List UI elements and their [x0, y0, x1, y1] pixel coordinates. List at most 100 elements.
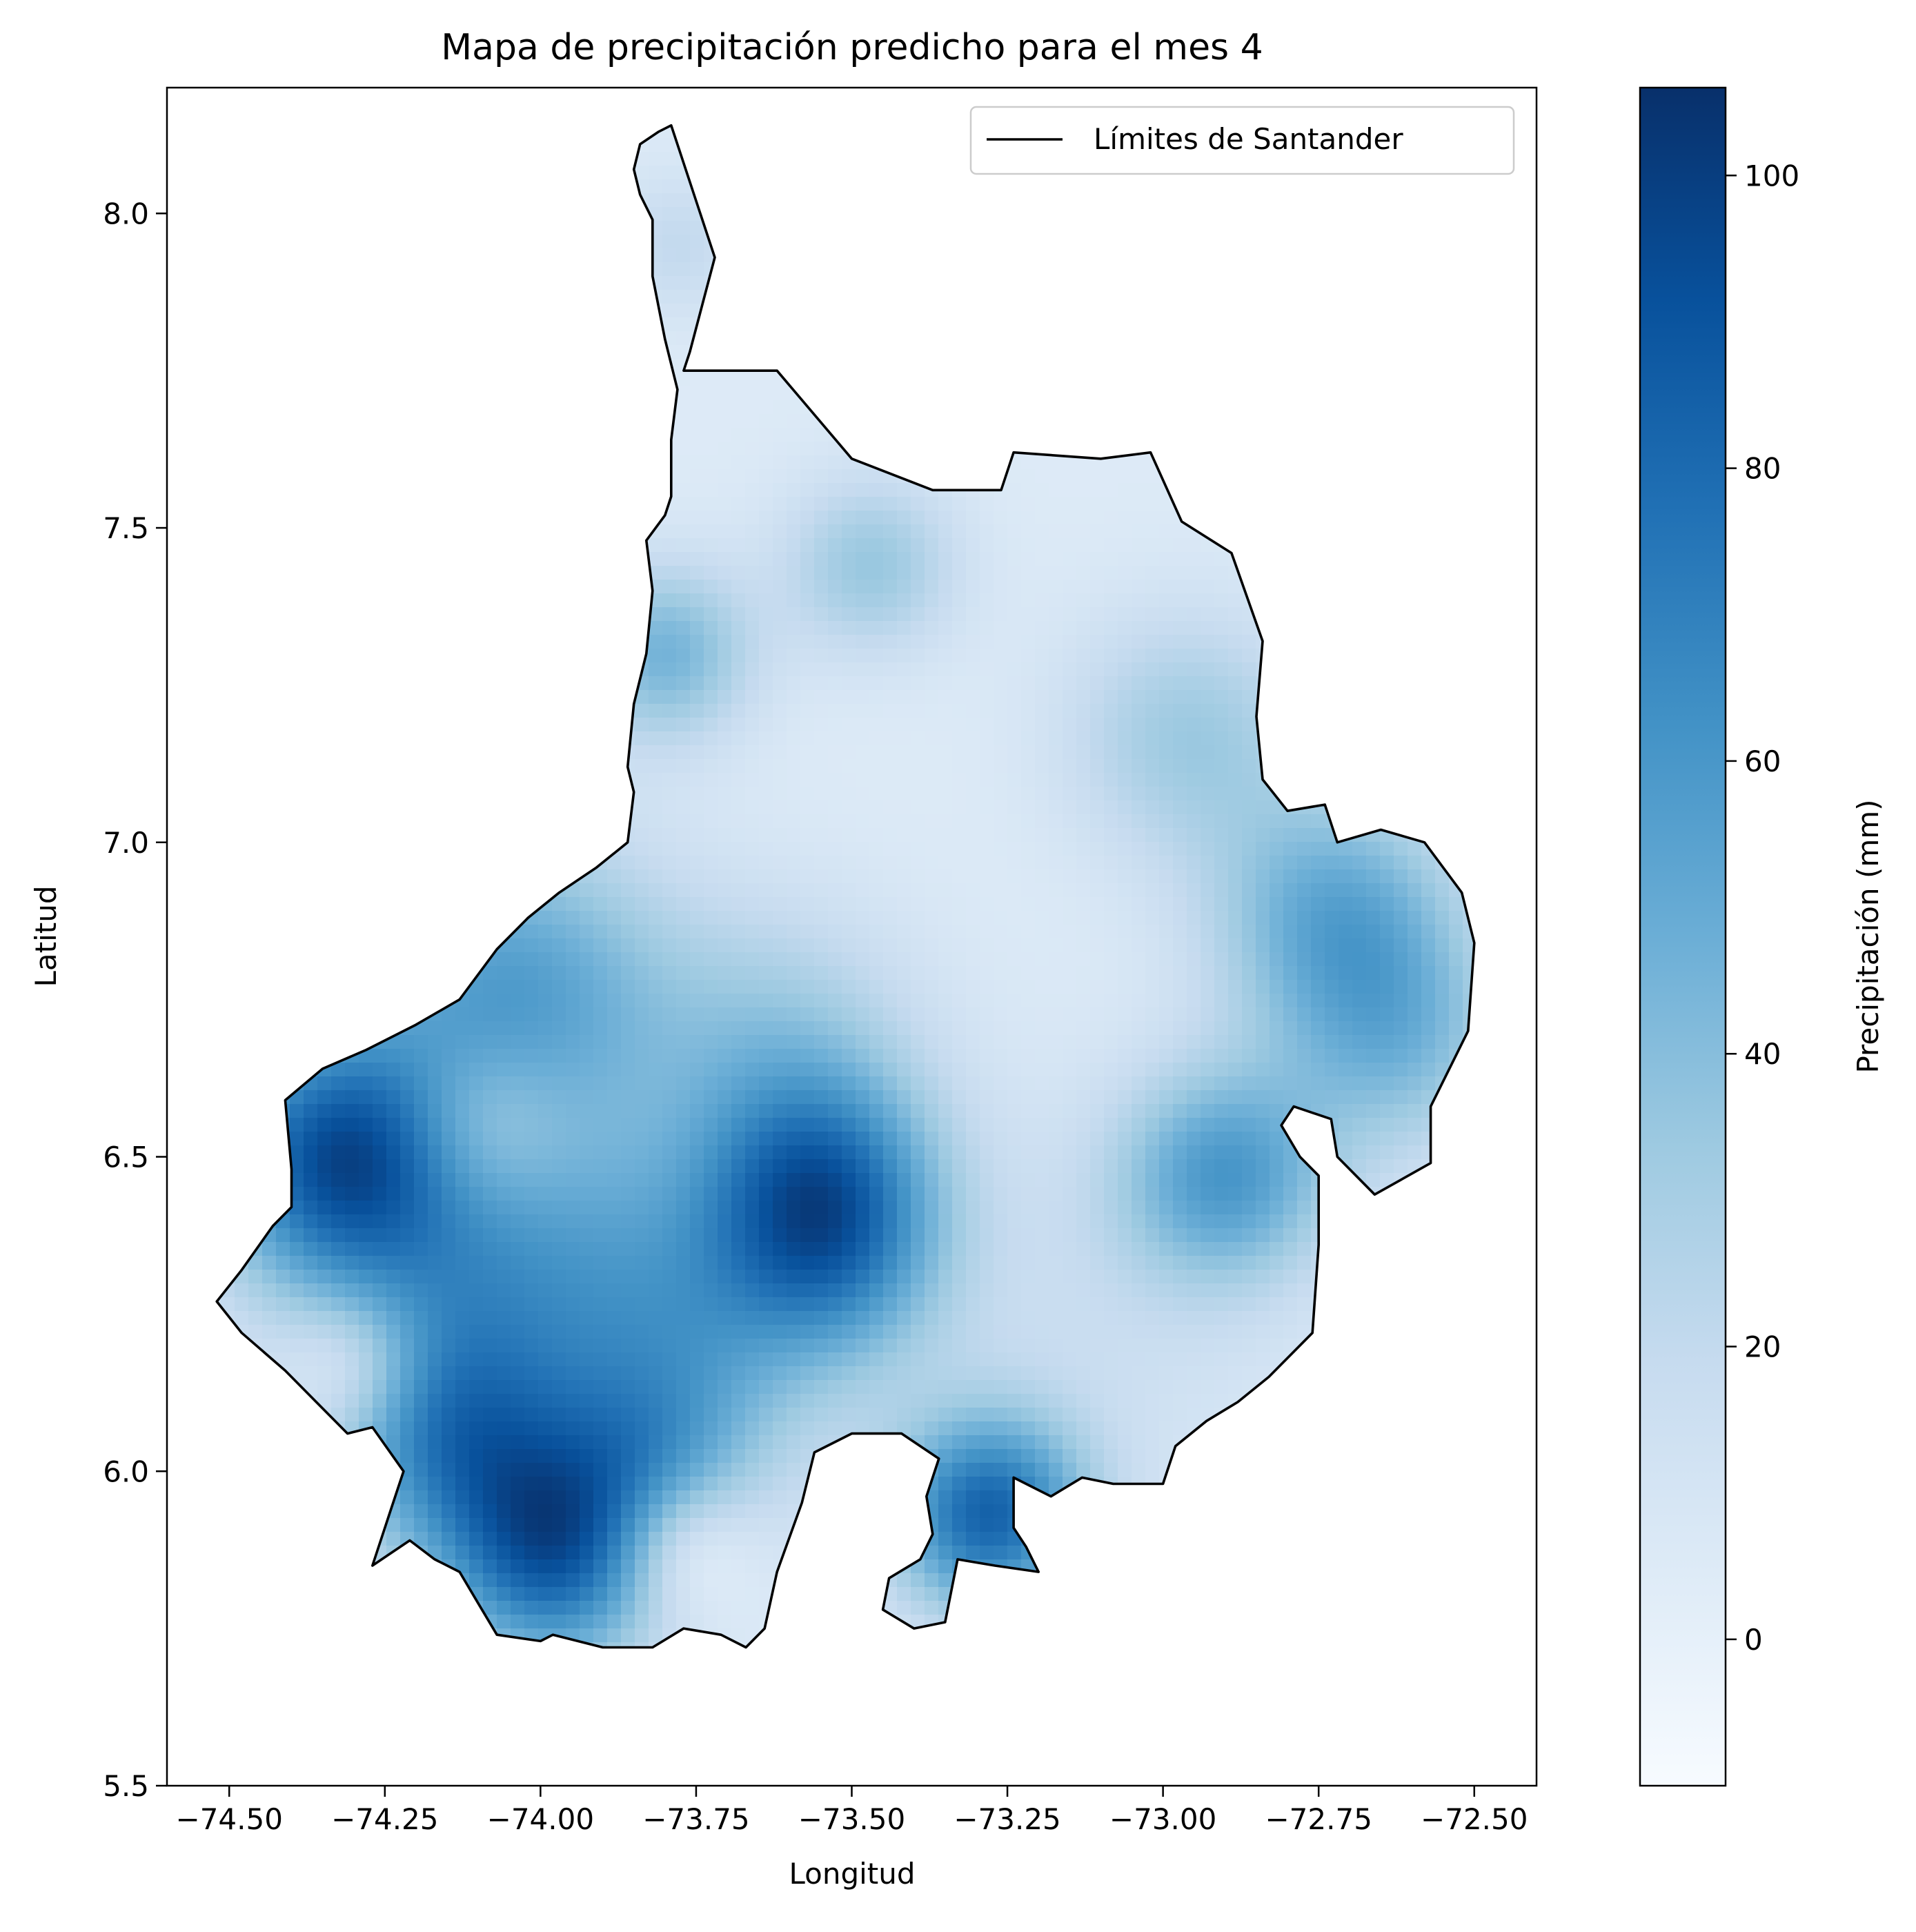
heatmap-cell [1297, 373, 1312, 387]
heatmap-cell [1463, 331, 1474, 346]
heatmap-cell [731, 235, 746, 249]
heatmap-cell [345, 414, 359, 428]
heatmap-cell [290, 359, 304, 373]
heatmap-cell [1021, 731, 1036, 746]
heatmap-cell [938, 455, 953, 470]
heatmap-cell [217, 455, 221, 470]
heatmap-cell [1256, 428, 1270, 442]
heatmap-cell [1435, 676, 1450, 691]
heatmap-cell [248, 428, 263, 442]
heatmap-cell [1352, 317, 1367, 332]
heatmap-cell [1339, 262, 1353, 277]
heatmap-cell [1201, 511, 1215, 525]
heatmap-cell [745, 304, 760, 318]
heatmap-cell [566, 290, 580, 304]
heatmap-cell [649, 469, 663, 484]
heatmap-cell [1173, 580, 1187, 594]
heatmap-cell [856, 731, 870, 746]
heatmap-cell [1339, 538, 1353, 553]
heatmap-cell [1201, 731, 1215, 746]
heatmap-cell [524, 179, 539, 194]
heatmap-cell [759, 856, 773, 870]
heatmap-cell [414, 662, 428, 677]
heatmap-cell [345, 455, 359, 470]
heatmap-cell [690, 662, 704, 677]
heatmap-cell [1132, 842, 1146, 856]
heatmap-cell [483, 828, 497, 842]
heatmap-cell [1242, 386, 1256, 401]
heatmap-cell [1132, 455, 1146, 470]
heatmap-cell [994, 773, 1008, 787]
heatmap-cell [814, 718, 829, 732]
heatmap-cell [566, 152, 580, 166]
heatmap-cell [248, 800, 263, 815]
heatmap-cell [373, 718, 387, 732]
heatmap-cell [1201, 386, 1215, 401]
heatmap-cell [1104, 290, 1118, 304]
heatmap-cell [1214, 787, 1229, 801]
heatmap-cell [607, 828, 622, 842]
heatmap-cell [593, 718, 608, 732]
heatmap-cell [386, 869, 401, 884]
heatmap-cell [455, 828, 470, 842]
heatmap-cell [1283, 235, 1298, 249]
heatmap-cell [359, 828, 373, 842]
heatmap-cell [469, 166, 484, 180]
heatmap-cell [897, 455, 911, 470]
heatmap-cell [1104, 386, 1118, 401]
heatmap-cell [856, 566, 870, 580]
heatmap-cell [248, 152, 263, 166]
heatmap-cell [469, 524, 484, 539]
heatmap-cell [262, 593, 277, 608]
heatmap-cell [1187, 814, 1201, 829]
heatmap-cell [1145, 179, 1160, 194]
heatmap-cell [1311, 193, 1325, 208]
heatmap-cell [511, 359, 525, 373]
heatmap-cell [1118, 566, 1132, 580]
heatmap-cell [1449, 455, 1463, 470]
heatmap-cell [869, 386, 884, 401]
heatmap-cell [800, 235, 815, 249]
heatmap-cell [221, 593, 235, 608]
heatmap-cell [856, 235, 870, 249]
heatmap-cell [1421, 304, 1436, 318]
heatmap-cell [538, 483, 553, 497]
heatmap-cell [304, 207, 318, 221]
heatmap-cell [731, 497, 746, 511]
heatmap-cell [1021, 787, 1036, 801]
heatmap-cell [635, 483, 649, 497]
heatmap-cell [524, 442, 539, 456]
heatmap-cell [1132, 718, 1146, 732]
heatmap-cell [580, 787, 594, 801]
heatmap-cell [856, 221, 870, 235]
heatmap-cell [345, 607, 359, 622]
heatmap-cell [455, 262, 470, 277]
heatmap-cell [593, 442, 608, 456]
heatmap-cell [897, 386, 911, 401]
heatmap-cell [1104, 483, 1118, 497]
heatmap-cell [1463, 731, 1474, 746]
heatmap-cell [662, 621, 677, 635]
heatmap-cell [497, 262, 511, 277]
heatmap-cell [1173, 635, 1187, 649]
heatmap-cell [552, 524, 566, 539]
heatmap-cell [345, 400, 359, 415]
heatmap-cell [814, 704, 829, 718]
heatmap-cell [290, 607, 304, 622]
heatmap-cell [800, 345, 815, 359]
heatmap-cell [1035, 248, 1049, 263]
heatmap-cell [469, 869, 484, 884]
heatmap-cell [1366, 331, 1381, 346]
heatmap-cell [718, 621, 732, 635]
heatmap-cell [469, 745, 484, 760]
heatmap-cell [1201, 814, 1215, 829]
heatmap-cell [690, 759, 704, 773]
heatmap-cell [1421, 497, 1436, 511]
heatmap-cell [1090, 304, 1105, 318]
heatmap-cell [566, 621, 580, 635]
heatmap-cell [635, 787, 649, 801]
heatmap-cell [718, 290, 732, 304]
heatmap-cell [1463, 718, 1474, 732]
heatmap-cell [1366, 690, 1381, 704]
heatmap-cell [593, 166, 608, 180]
